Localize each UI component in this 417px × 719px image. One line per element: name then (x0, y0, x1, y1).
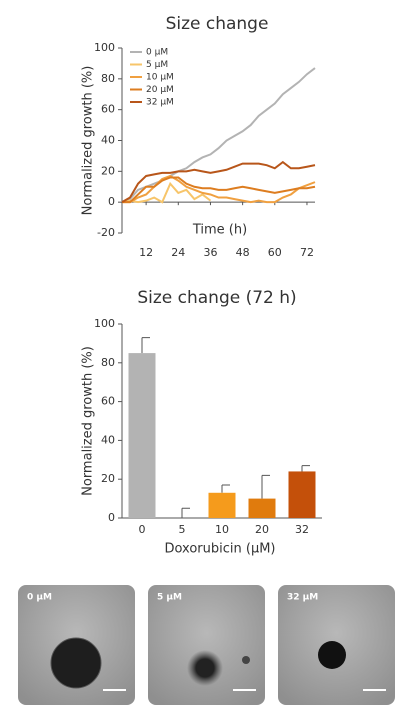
micrographs: 0 μM 5 μM 32 μM (18, 585, 395, 705)
data-line (121, 181, 212, 204)
spheroid (318, 641, 346, 669)
image-label: 0 μM (27, 593, 52, 603)
data-line (121, 160, 316, 204)
x-tick-label: 36 (203, 246, 217, 259)
y-tick-label: 40 (101, 433, 115, 446)
spheroid (187, 650, 223, 686)
error-bar (181, 507, 190, 518)
x-tick-label: 0 (139, 523, 146, 536)
data-line (121, 67, 316, 204)
y-tick-label: 0 (108, 511, 115, 524)
x-axis-title: Doxorubicin (μM) (164, 542, 275, 557)
error-bar (301, 465, 310, 472)
chart-title: Size change (166, 14, 269, 34)
y-tick-label: 80 (101, 356, 115, 369)
y-tick-label: 80 (101, 72, 115, 85)
legend-label: 5 μM (146, 60, 168, 70)
image-label: 32 μM (287, 593, 318, 603)
x-tick-label: 12 (139, 246, 153, 259)
data-line (122, 176, 316, 204)
error-bar (141, 337, 150, 354)
legend-label: 0 μM (146, 48, 168, 58)
bar (128, 353, 156, 518)
y-tick-label: 20 (101, 472, 115, 485)
image-label: 5 μM (157, 593, 182, 603)
y-tick-label: 60 (101, 395, 115, 408)
x-tick-label: 32 (295, 523, 309, 536)
x-tick-label: 72 (300, 246, 314, 259)
spheroid (50, 637, 102, 689)
error-bar (261, 474, 270, 499)
y-tick-label: 60 (101, 103, 115, 116)
bar (248, 498, 276, 518)
x-tick-label: 10 (215, 523, 229, 536)
y-tick-label: 0 (108, 195, 115, 208)
y-tick-label: 20 (101, 164, 115, 177)
x-tick-label: 60 (268, 246, 282, 259)
y-tick-label: -20 (97, 226, 115, 239)
micrograph (148, 585, 265, 705)
y-tick-label: 40 (101, 134, 115, 147)
x-tick-label: 24 (171, 246, 185, 259)
bar (208, 492, 236, 518)
x-tick-label: 20 (255, 523, 269, 536)
x-tick-label: 48 (236, 246, 250, 259)
x-tick-label: 5 (179, 523, 186, 536)
y-axis-title: Normalized growth (%) (81, 346, 96, 496)
legend-label: 20 μM (146, 85, 174, 95)
debris (242, 656, 250, 664)
y-tick-label: 100 (94, 317, 115, 330)
legend-label: 10 μM (146, 73, 174, 83)
chart-title: Size change (72 h) (137, 288, 296, 308)
y-tick-label: 100 (94, 41, 115, 54)
error-bar (221, 484, 230, 493)
legend-label: 32 μM (146, 98, 174, 108)
bar (288, 471, 316, 518)
x-axis-title: Time (h) (192, 223, 247, 238)
y-axis-title: Normalized growth (%) (81, 66, 96, 216)
